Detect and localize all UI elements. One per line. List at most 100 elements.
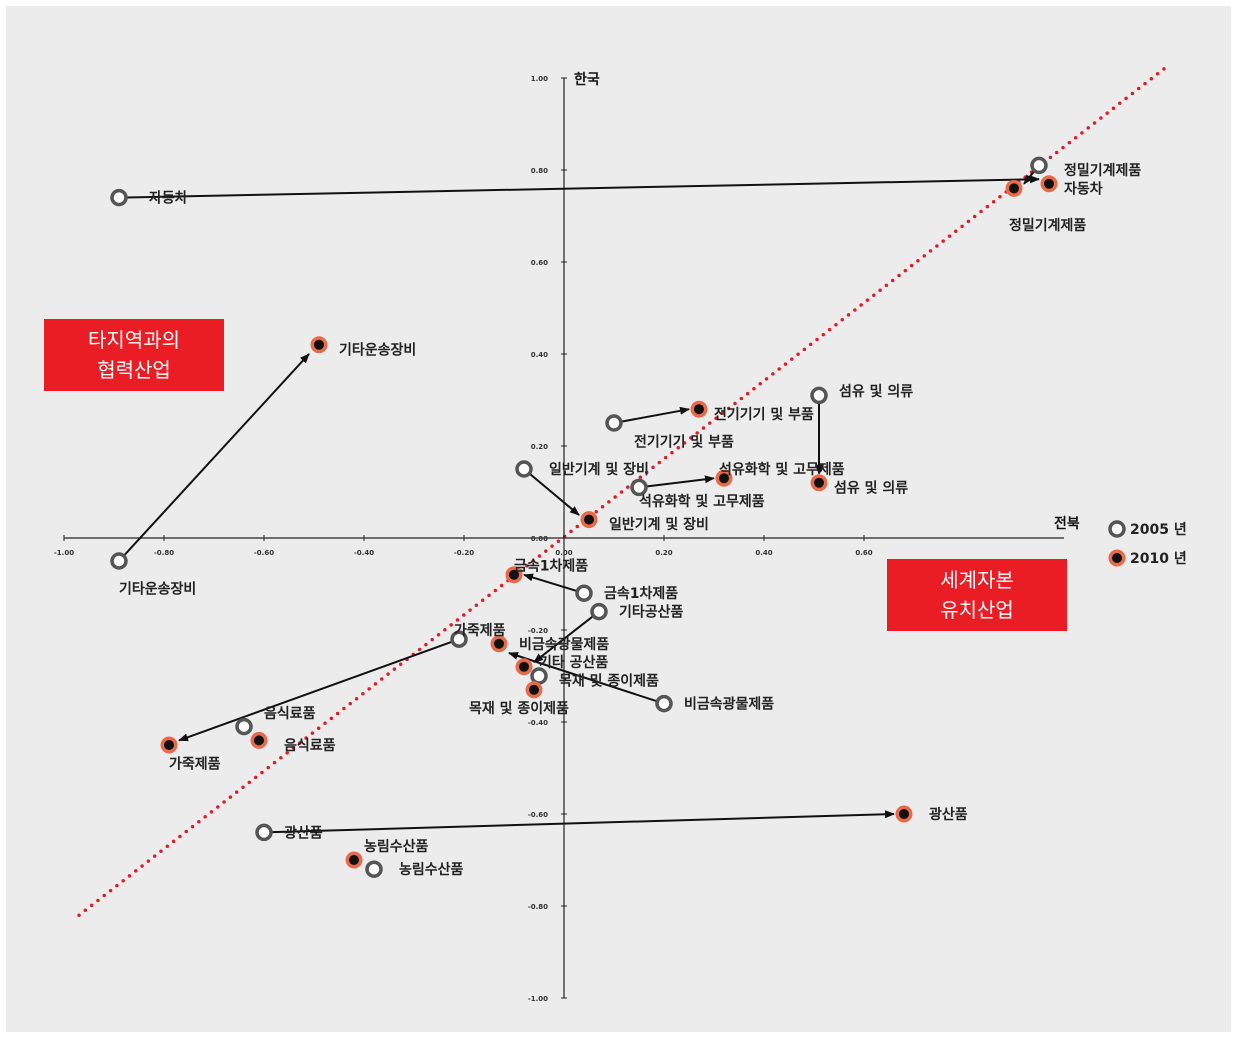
x-tick-label: 0.60 [855, 549, 872, 557]
point-2010-core [509, 569, 519, 580]
point-2010-core [529, 684, 539, 695]
point-2005 [235, 717, 253, 736]
point-2010-core [519, 661, 529, 672]
point-2005 [810, 386, 828, 405]
point-label: 금속1차제품 [514, 559, 588, 575]
point-label: 목재 및 종이제품 [559, 673, 659, 690]
movement-arrow [263, 810, 895, 834]
point-label: 기타 공산품 [539, 654, 608, 671]
point-label: 석유화학 및 고무제품 [719, 461, 845, 478]
point-label: 농림수산품 [364, 838, 429, 855]
point-2005 [110, 188, 128, 207]
box-foreign-capital-line2: 유치산업 [940, 598, 1014, 622]
legend-marker-2005 [1108, 520, 1126, 538]
x-tick-label: -1.00 [54, 549, 74, 557]
x-tick-label: -0.80 [154, 549, 174, 557]
y-tick-label: 0.60 [531, 259, 548, 267]
point-2005 [575, 584, 593, 602]
point-label: 기타운송장비 [119, 581, 196, 598]
chart-panel: -1.00 -0.80 -0.60 -0.40 -0.20 0.00 0.20 0.40 0.6… [6, 6, 1231, 1032]
x-tick-label: 0.20 [655, 549, 672, 557]
point-label: 자동차 [1064, 181, 1103, 197]
x-axis-title: 전북 [1054, 515, 1080, 532]
y-tick-label: 0.20 [531, 443, 548, 451]
point-2010-core [899, 809, 909, 819]
point-2010-core [719, 473, 729, 484]
box-foreign-capital-label: 세계자본 유치산업 [887, 559, 1067, 631]
legend-label-2010: 2010 년 [1130, 551, 1187, 567]
y-tick-label: -0.40 [528, 719, 548, 727]
point-label: 농림수산품 [399, 861, 464, 878]
point-label: 음식료품 [264, 706, 316, 722]
x-tick-label: -0.60 [254, 549, 274, 557]
point-2010-core [349, 855, 359, 865]
point-label: 전기기기 및 부품 [634, 433, 734, 450]
x-tick-label: -0.20 [454, 549, 474, 557]
point-label: 일반기계 및 장비 [549, 461, 649, 478]
point-2010-core [814, 477, 824, 488]
point-2010-core [584, 514, 594, 525]
point-2005 [365, 860, 383, 878]
point-label: 기타공산품 [619, 604, 684, 621]
point-label: 목재 및 종이제품 [469, 700, 569, 717]
point-label: 비금속광물제품 [519, 636, 609, 653]
box-cooperation-label: 타지역과의 협력산업 [44, 319, 224, 391]
movement-arrow [533, 610, 600, 663]
box-cooperation-line1: 타지역과의 [88, 328, 180, 352]
scatter-plot: -1.00 -0.80 -0.60 -0.40 -0.20 0.00 0.20 0.40 0.6… [54, 67, 1187, 1003]
point-label: 가죽제품 [169, 756, 221, 772]
point-2010-core [164, 740, 174, 750]
legend-marker-2010-core [1112, 553, 1122, 563]
point-label: 섬유 및 의류 [839, 383, 913, 400]
point-2010-core [494, 638, 504, 649]
point-2010-core [1009, 183, 1019, 194]
point-label: 광산품 [929, 806, 968, 823]
point-label: 음식료품 [284, 738, 336, 754]
movement-arrow [178, 638, 460, 742]
point-2005 [590, 602, 608, 621]
movement-arrow [508, 651, 665, 705]
y-tick-label: -0.60 [528, 811, 548, 819]
movement-arrow [523, 573, 585, 595]
x-tick-label: -0.40 [354, 549, 374, 557]
x-tick-label: 0.00 [555, 549, 572, 557]
point-label: 자동차 [149, 191, 188, 207]
point-2005 [655, 694, 673, 713]
point-2005 [630, 478, 648, 497]
point-2005 [605, 414, 623, 432]
diagonal-reference-line [77, 67, 1166, 917]
point-label: 기타운송장비 [339, 341, 416, 358]
y-tick-label: -0.20 [528, 627, 548, 635]
point-2010-core [254, 735, 264, 746]
point-2005 [110, 552, 128, 570]
point-2010-core [694, 404, 704, 415]
y-tick-label: 0.00 [531, 535, 548, 543]
movement-arrow [638, 475, 715, 489]
point-label: 비금속광물제품 [684, 696, 774, 713]
point-label: 전기기기 및 부품 [714, 406, 814, 423]
movement-arrow [523, 468, 580, 516]
point-2005 [255, 823, 273, 842]
box-cooperation-line2: 협력산업 [97, 358, 171, 382]
x-tick-label: 0.40 [755, 549, 772, 557]
y-tick-label: 1.00 [531, 75, 548, 83]
point-label: 석유화학 및 고무제품 [639, 493, 765, 510]
point-2005 [515, 460, 533, 478]
point-label: 가죽제품 [454, 623, 506, 639]
point-2005 [450, 630, 468, 648]
point-label: 광산품 [284, 824, 323, 841]
point-label: 정밀기계제품 [1064, 162, 1141, 179]
movement-arrow [613, 406, 690, 424]
y-tick-label: 0.40 [531, 351, 548, 359]
point-label: 금속1차제품 [604, 586, 678, 602]
point-2010-core [1044, 178, 1054, 189]
point-label: 일반기계 및 장비 [609, 516, 709, 533]
y-tick-label: -0.80 [528, 903, 548, 911]
y-axis-title: 한국 [574, 72, 600, 88]
movement-arrow [118, 353, 310, 562]
point-label: 정밀기계제품 [1009, 217, 1086, 234]
point-2010-core [314, 339, 324, 350]
box-foreign-capital-line1: 세계자본 [940, 568, 1014, 592]
point-label: 섬유 및 의류 [834, 479, 908, 496]
legend-label-2005: 2005 년 [1130, 522, 1187, 538]
